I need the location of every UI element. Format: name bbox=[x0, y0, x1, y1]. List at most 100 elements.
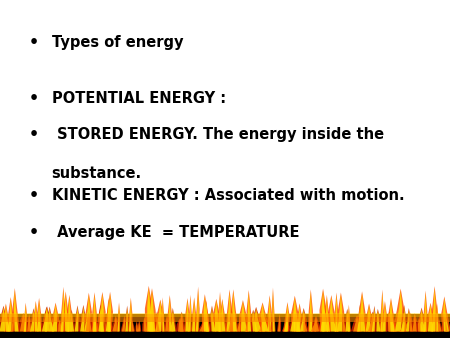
Polygon shape bbox=[84, 295, 90, 332]
Polygon shape bbox=[237, 321, 240, 332]
Polygon shape bbox=[172, 309, 176, 332]
Polygon shape bbox=[99, 294, 104, 332]
Polygon shape bbox=[357, 306, 361, 332]
Polygon shape bbox=[90, 316, 99, 332]
Polygon shape bbox=[248, 292, 251, 332]
Polygon shape bbox=[426, 303, 435, 332]
Polygon shape bbox=[432, 288, 436, 332]
Polygon shape bbox=[202, 294, 211, 332]
Polygon shape bbox=[309, 319, 319, 332]
Polygon shape bbox=[295, 303, 302, 332]
Polygon shape bbox=[3, 304, 12, 332]
Polygon shape bbox=[56, 319, 65, 332]
Polygon shape bbox=[188, 295, 192, 332]
Polygon shape bbox=[328, 295, 338, 332]
Polygon shape bbox=[155, 311, 161, 332]
Polygon shape bbox=[38, 299, 41, 332]
Polygon shape bbox=[221, 300, 225, 332]
Polygon shape bbox=[244, 319, 248, 332]
Polygon shape bbox=[43, 306, 52, 332]
Polygon shape bbox=[128, 297, 132, 332]
Polygon shape bbox=[312, 315, 321, 332]
Polygon shape bbox=[401, 306, 405, 332]
Polygon shape bbox=[390, 299, 395, 332]
Polygon shape bbox=[309, 291, 312, 332]
Polygon shape bbox=[84, 311, 94, 332]
Polygon shape bbox=[6, 297, 14, 332]
Polygon shape bbox=[334, 292, 339, 332]
Polygon shape bbox=[7, 299, 12, 332]
Text: •: • bbox=[29, 35, 39, 50]
Polygon shape bbox=[106, 294, 111, 332]
Polygon shape bbox=[346, 310, 349, 332]
Polygon shape bbox=[73, 305, 80, 332]
Polygon shape bbox=[232, 291, 237, 332]
Polygon shape bbox=[320, 289, 330, 332]
Polygon shape bbox=[112, 316, 117, 332]
Polygon shape bbox=[35, 303, 38, 332]
Polygon shape bbox=[386, 311, 397, 332]
Polygon shape bbox=[20, 314, 26, 332]
Polygon shape bbox=[185, 300, 189, 332]
Polygon shape bbox=[98, 305, 106, 332]
Polygon shape bbox=[300, 309, 305, 332]
Polygon shape bbox=[443, 298, 449, 332]
Polygon shape bbox=[405, 308, 411, 332]
Polygon shape bbox=[358, 291, 367, 332]
Text: KINETIC ENERGY : Associated with motion.: KINETIC ENERGY : Associated with motion. bbox=[52, 188, 405, 202]
Polygon shape bbox=[436, 305, 439, 332]
Polygon shape bbox=[226, 310, 235, 332]
Polygon shape bbox=[245, 320, 248, 332]
Polygon shape bbox=[238, 300, 249, 332]
Polygon shape bbox=[66, 295, 73, 332]
Polygon shape bbox=[342, 314, 346, 332]
Polygon shape bbox=[290, 308, 295, 332]
Polygon shape bbox=[144, 317, 147, 332]
Polygon shape bbox=[428, 304, 433, 332]
Polygon shape bbox=[107, 298, 112, 332]
Polygon shape bbox=[92, 292, 98, 332]
Polygon shape bbox=[36, 298, 43, 332]
Polygon shape bbox=[342, 313, 347, 332]
Polygon shape bbox=[82, 293, 92, 332]
Polygon shape bbox=[195, 287, 200, 332]
Polygon shape bbox=[78, 305, 86, 332]
Polygon shape bbox=[310, 320, 317, 332]
Polygon shape bbox=[288, 307, 297, 332]
Polygon shape bbox=[213, 299, 223, 332]
Polygon shape bbox=[24, 304, 27, 332]
Polygon shape bbox=[122, 316, 125, 332]
Polygon shape bbox=[104, 292, 113, 332]
Polygon shape bbox=[121, 315, 126, 332]
Polygon shape bbox=[226, 291, 230, 332]
Polygon shape bbox=[129, 299, 131, 332]
Polygon shape bbox=[96, 292, 106, 332]
Polygon shape bbox=[71, 311, 74, 332]
Polygon shape bbox=[225, 289, 232, 332]
Polygon shape bbox=[283, 322, 288, 332]
Polygon shape bbox=[291, 296, 302, 332]
Text: Average KE  = TEMPERATURE: Average KE = TEMPERATURE bbox=[52, 225, 299, 240]
Polygon shape bbox=[0, 306, 7, 332]
Polygon shape bbox=[446, 318, 447, 332]
Polygon shape bbox=[50, 303, 59, 332]
Polygon shape bbox=[395, 291, 402, 332]
Polygon shape bbox=[335, 294, 338, 332]
Polygon shape bbox=[392, 289, 405, 332]
Polygon shape bbox=[302, 318, 309, 332]
Polygon shape bbox=[423, 290, 427, 332]
Polygon shape bbox=[252, 307, 264, 332]
Polygon shape bbox=[198, 320, 207, 332]
Polygon shape bbox=[436, 319, 443, 332]
Polygon shape bbox=[11, 312, 13, 332]
Polygon shape bbox=[366, 305, 370, 332]
Polygon shape bbox=[430, 286, 437, 332]
Polygon shape bbox=[91, 317, 97, 332]
Bar bbox=[0, 314, 450, 322]
Polygon shape bbox=[360, 293, 365, 332]
Polygon shape bbox=[210, 306, 217, 332]
Polygon shape bbox=[272, 290, 275, 332]
Polygon shape bbox=[256, 315, 267, 332]
Polygon shape bbox=[86, 312, 92, 332]
Polygon shape bbox=[388, 298, 396, 332]
